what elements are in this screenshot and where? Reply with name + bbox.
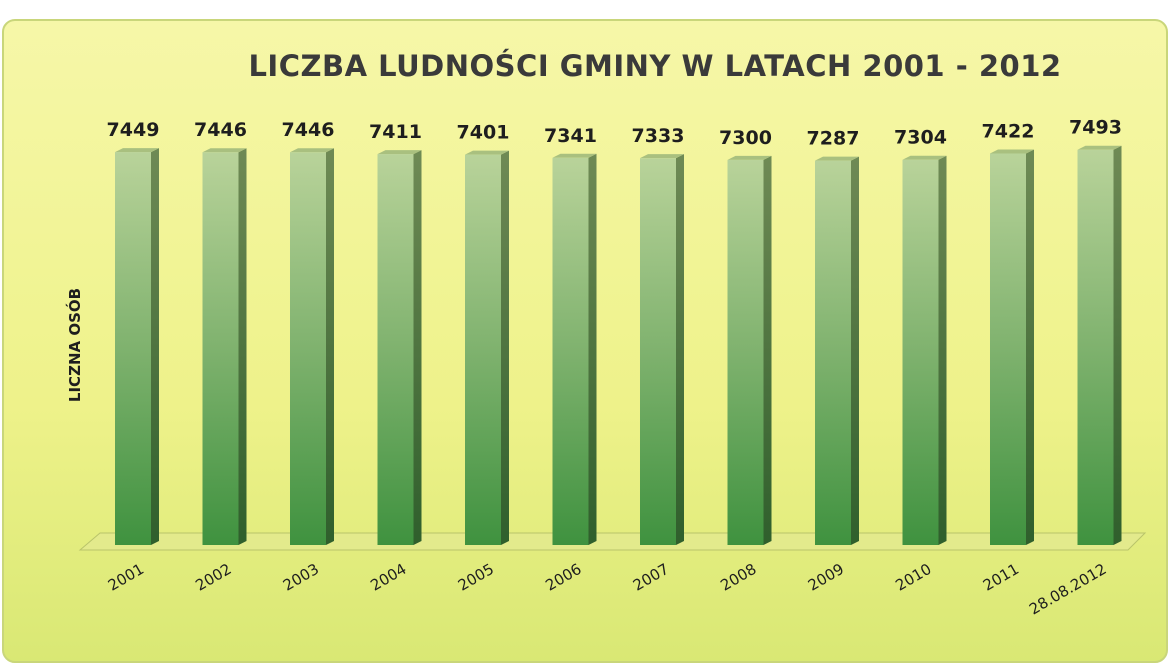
- bar: [902, 159, 939, 546]
- bar-top: [815, 156, 859, 161]
- bar-top: [640, 154, 684, 159]
- data-label: 7300: [719, 127, 772, 149]
- bar-side: [763, 155, 772, 546]
- bar-side: [151, 148, 159, 545]
- data-label: 7333: [632, 125, 685, 147]
- bar: [815, 160, 851, 545]
- bar-side: [676, 154, 684, 545]
- bar: [990, 153, 1026, 545]
- bar-side: [851, 156, 859, 545]
- bar: [1077, 149, 1114, 545]
- bar-side: [1026, 149, 1034, 545]
- data-label: 7401: [457, 122, 510, 144]
- data-label: 7493: [1069, 117, 1122, 139]
- bar-top: [115, 148, 159, 153]
- bar: [640, 158, 676, 545]
- data-label: 7449: [107, 119, 160, 141]
- bar-side: [326, 148, 334, 545]
- data-label: 7446: [282, 119, 335, 141]
- data-label: 7446: [194, 119, 247, 141]
- bar: [202, 152, 239, 545]
- bar: [727, 159, 764, 546]
- bar-side: [238, 148, 247, 545]
- bar-side: [413, 150, 422, 545]
- bar-top: [377, 150, 422, 155]
- bar-top: [290, 148, 334, 153]
- chart-title: LICZBA LUDNOŚCI GMINY W LATACH 2001 - 20…: [248, 49, 1061, 83]
- floor: [78, 532, 1147, 551]
- bar-side: [938, 155, 947, 546]
- bar-side: [588, 153, 597, 545]
- data-label: 7304: [894, 127, 947, 149]
- bar-top: [727, 155, 772, 160]
- data-label: 7422: [982, 120, 1035, 142]
- data-label: 7287: [807, 128, 860, 150]
- bar-top: [465, 150, 509, 155]
- bar-top: [990, 149, 1034, 154]
- bar-top: [1077, 145, 1122, 150]
- bar-side: [501, 150, 509, 546]
- bar: [465, 154, 501, 546]
- data-label: 7411: [369, 121, 422, 143]
- data-label: 7341: [544, 125, 597, 147]
- bar-side: [1113, 145, 1122, 545]
- bar: [290, 152, 326, 545]
- bar: [377, 154, 414, 545]
- bar-top: [202, 148, 247, 153]
- bar-top: [902, 155, 947, 160]
- bar: [552, 157, 589, 545]
- bar-top: [552, 153, 597, 158]
- bar: [115, 152, 151, 545]
- y-axis-label: LICZNA OSÓB: [65, 288, 84, 402]
